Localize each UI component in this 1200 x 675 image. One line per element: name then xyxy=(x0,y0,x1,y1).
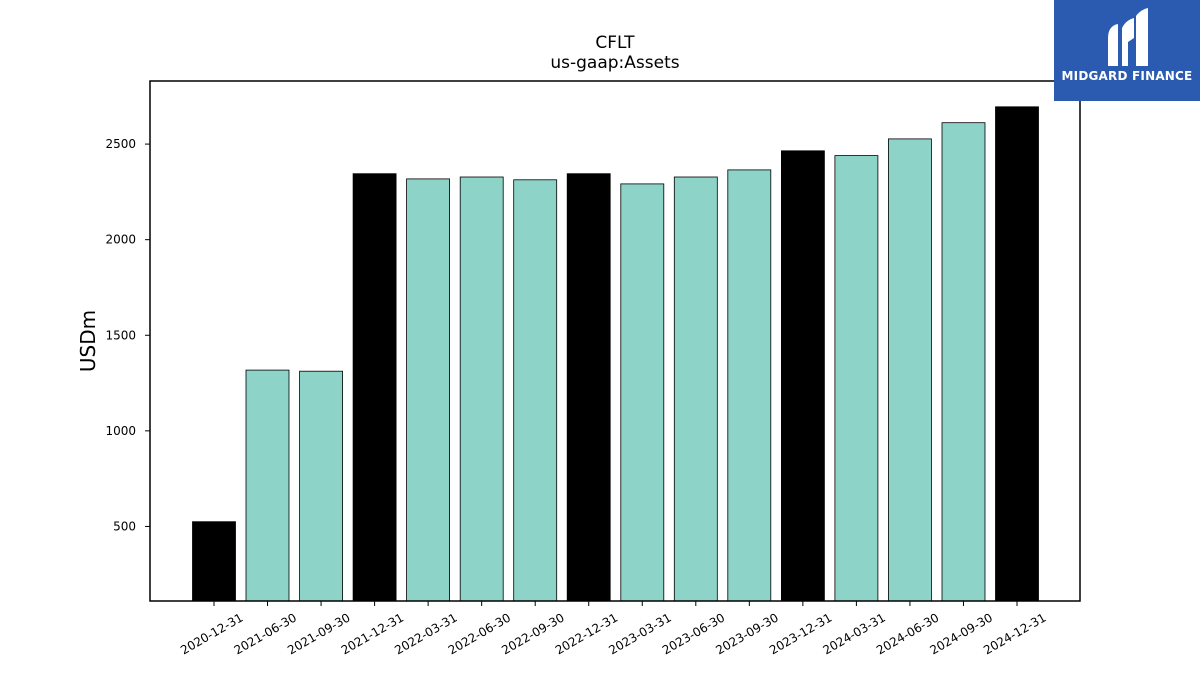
bar-2023-09-30 xyxy=(727,169,772,602)
plot-frame xyxy=(149,80,1081,602)
bar-2021-12-31 xyxy=(352,173,397,602)
logo-mark-icon xyxy=(1108,8,1148,66)
bar-2022-09-30 xyxy=(513,179,558,602)
brand-logo: MIDGARD FINANCE xyxy=(1054,0,1200,101)
chart-title: CFLT xyxy=(595,33,635,53)
y-axis-label: USDm xyxy=(76,310,100,372)
chart-subtitle: us-gaap:Assets xyxy=(550,53,679,73)
y-tick-label: 2000 xyxy=(105,233,136,247)
x-axis-ticks: 2020-12-312021-06-302021-09-302021-12-31… xyxy=(178,601,1049,657)
bar-2022-12-31 xyxy=(566,173,611,602)
bar-2024-06-30 xyxy=(888,138,932,602)
bar-2024-03-31 xyxy=(834,155,879,602)
bar-2020-12-31 xyxy=(192,521,236,602)
y-tick-label: 1500 xyxy=(105,328,136,342)
bar-2023-12-31 xyxy=(781,150,825,602)
logo-text: MIDGARD FINANCE xyxy=(1061,69,1193,83)
bar-2021-09-30 xyxy=(299,370,344,602)
y-axis-ticks: 500 1000 1500 2000 2500 xyxy=(105,137,150,533)
bar-2023-06-30 xyxy=(673,176,718,602)
y-tick-label: 500 xyxy=(113,519,136,533)
bar-2024-12-31 xyxy=(995,106,1039,602)
bar-2022-03-31 xyxy=(406,178,451,602)
bar-2021-06-30 xyxy=(245,369,290,602)
bar-2023-03-31 xyxy=(620,183,665,602)
y-tick-label: 2500 xyxy=(105,137,136,151)
y-tick-label: 1000 xyxy=(105,424,136,438)
bars-group xyxy=(192,106,1039,602)
bar-2024-09-30 xyxy=(941,122,986,602)
bar-2022-06-30 xyxy=(459,176,504,602)
